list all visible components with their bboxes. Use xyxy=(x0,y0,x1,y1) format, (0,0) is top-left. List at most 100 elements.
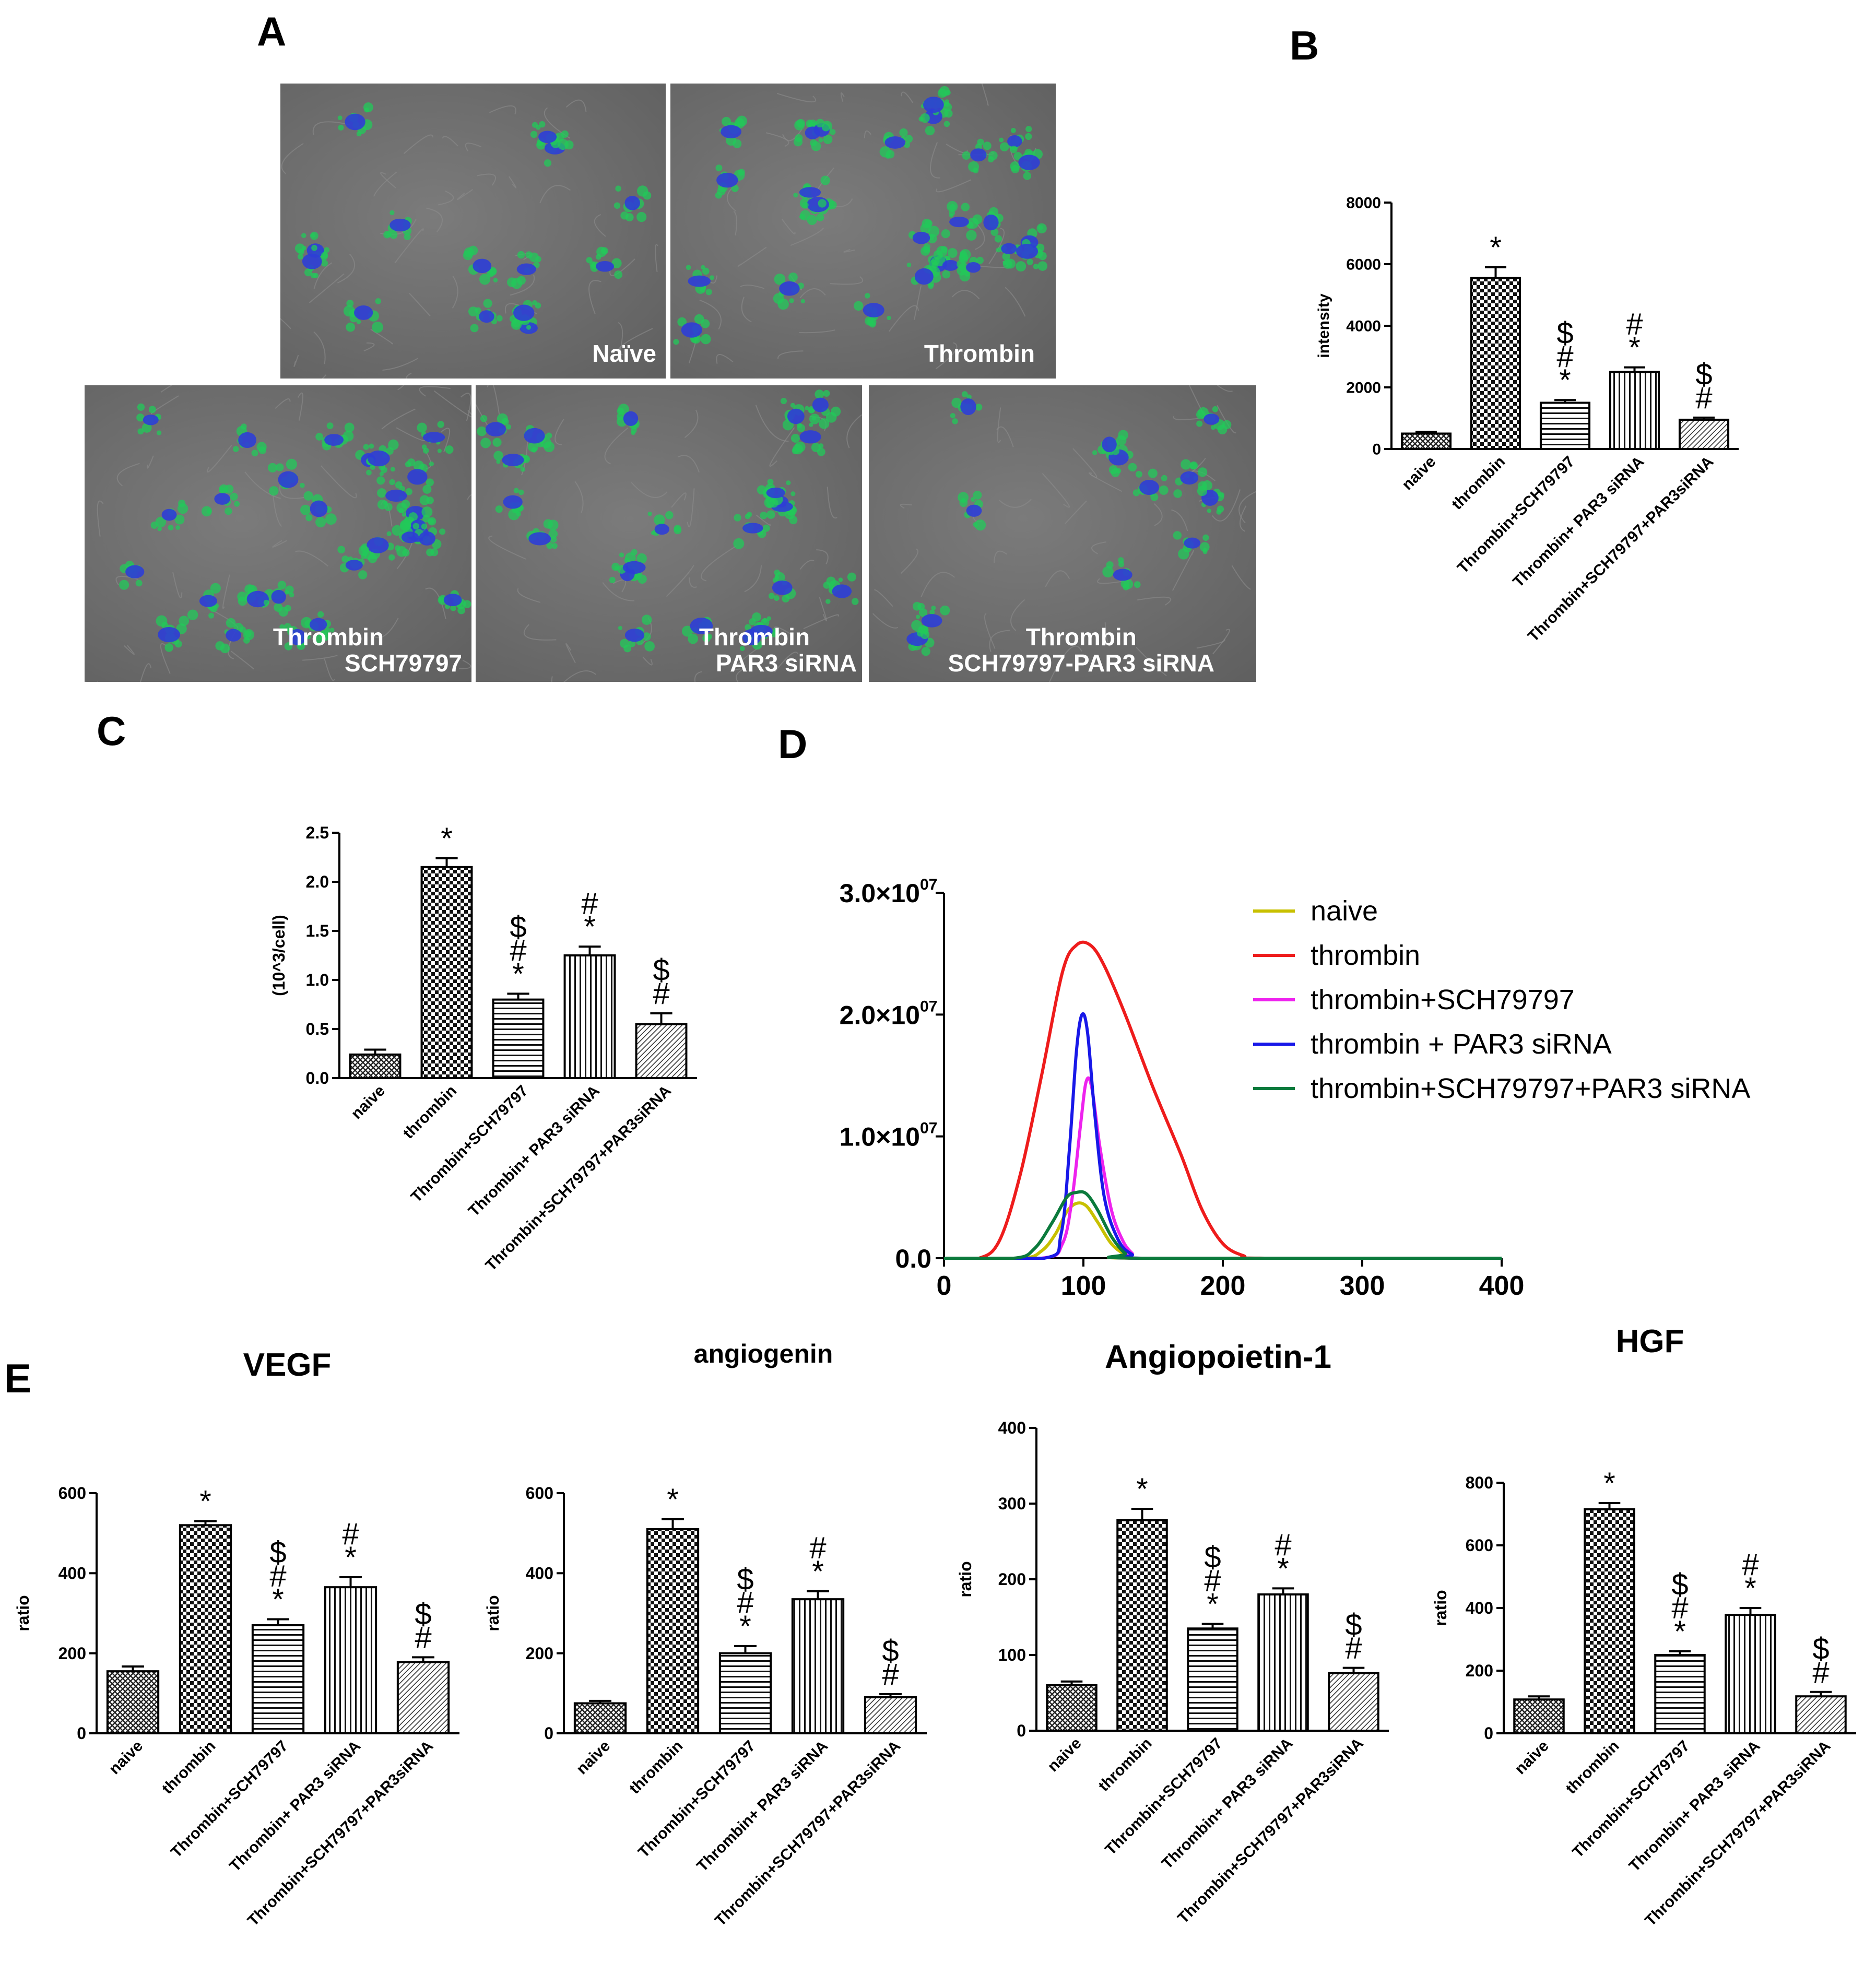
stain-dot xyxy=(321,259,328,267)
stain-dot xyxy=(439,528,446,535)
stain-dot xyxy=(1196,420,1203,427)
stain-dot xyxy=(818,199,827,208)
cell xyxy=(941,200,979,241)
stain-dot xyxy=(800,299,805,304)
stain-dot xyxy=(326,422,334,429)
nucleus xyxy=(942,259,959,271)
process-line xyxy=(588,280,601,314)
stain-dot xyxy=(187,609,198,620)
cell xyxy=(617,549,647,581)
process-line xyxy=(1072,448,1098,478)
stain-dot xyxy=(1010,127,1016,133)
cell xyxy=(343,298,383,333)
nucleus xyxy=(503,495,523,509)
category-label: Thrombin+SCH79797 xyxy=(1102,1735,1225,1859)
nucleus xyxy=(324,434,344,446)
nucleus xyxy=(1139,479,1159,495)
stain-dot xyxy=(136,413,145,422)
process-line xyxy=(363,342,375,352)
process-line xyxy=(671,492,687,508)
stain-dot xyxy=(681,625,693,637)
process-line xyxy=(997,407,1001,443)
stain-dot xyxy=(258,446,266,454)
stain-dot xyxy=(390,210,395,216)
stain-dot xyxy=(1197,486,1208,496)
significance-mark: # xyxy=(1742,1548,1759,1582)
nucleus xyxy=(278,471,299,488)
stain-dot xyxy=(747,512,752,517)
process-line xyxy=(699,299,722,330)
stain-dot xyxy=(269,486,279,496)
cell xyxy=(719,115,747,148)
process-line xyxy=(293,354,299,367)
nucleus xyxy=(623,411,639,426)
stain-dot xyxy=(1016,261,1027,272)
stain-dot xyxy=(285,585,294,595)
nucleus xyxy=(805,126,820,139)
stain-dot xyxy=(1150,493,1159,501)
stain-dot xyxy=(495,505,503,513)
cell-texture xyxy=(872,385,1256,682)
stain-dot xyxy=(1102,566,1114,578)
stain-dot xyxy=(513,488,519,493)
stain-dot xyxy=(238,596,247,606)
y-tick-label: 400 xyxy=(526,1564,553,1583)
cell xyxy=(463,245,498,285)
process-line xyxy=(799,288,826,299)
stain-dot xyxy=(905,135,913,143)
stain-dot xyxy=(851,598,859,605)
stain-dot xyxy=(826,576,836,586)
nucleus xyxy=(524,428,545,444)
stain-dot xyxy=(921,647,930,656)
cell xyxy=(686,265,715,295)
stain-dot xyxy=(263,599,269,606)
y-tick-label: 600 xyxy=(526,1484,553,1503)
process-line xyxy=(830,276,864,285)
cell xyxy=(793,175,830,208)
nucleus xyxy=(1007,135,1022,148)
process-line xyxy=(272,540,288,548)
nucleus xyxy=(1016,244,1039,259)
stain-dot xyxy=(974,519,986,531)
bar xyxy=(1725,1614,1776,1734)
stain-dot xyxy=(375,298,381,304)
stain-dot xyxy=(611,258,622,268)
bar xyxy=(420,866,473,1080)
process-line xyxy=(409,292,431,317)
process-line xyxy=(426,207,443,233)
nucleus xyxy=(716,172,738,188)
process-line xyxy=(433,390,471,418)
nucleus xyxy=(226,629,241,642)
stain-dot xyxy=(773,595,780,601)
stain-dot xyxy=(903,141,910,148)
cell xyxy=(1132,468,1169,501)
bar xyxy=(106,1670,160,1735)
stain-dot xyxy=(208,612,215,619)
stain-dot xyxy=(320,631,328,639)
stain-dot xyxy=(999,142,1009,151)
significance-mark: * xyxy=(667,1483,679,1517)
stain-dot xyxy=(820,175,830,185)
cell xyxy=(613,185,652,222)
stain-dot xyxy=(526,325,532,330)
cell xyxy=(906,257,941,289)
cell xyxy=(616,404,640,435)
nucleus xyxy=(513,304,535,321)
stain-dot xyxy=(609,576,616,583)
process-line xyxy=(736,669,744,682)
category-label: Thrombin+SCH79797 xyxy=(1569,1737,1693,1861)
stain-dot xyxy=(532,122,538,128)
stain-dot xyxy=(1181,459,1191,470)
stain-dot xyxy=(1189,461,1198,470)
series-line xyxy=(943,1190,1502,1260)
stain-dot xyxy=(912,601,922,611)
stain-dot xyxy=(267,463,278,473)
stain-dot xyxy=(1212,406,1219,412)
stain-dot xyxy=(486,270,494,278)
process-line xyxy=(477,173,497,186)
process-line xyxy=(993,550,1008,563)
stain-dot xyxy=(794,120,805,131)
cell-texture xyxy=(280,99,658,379)
cell xyxy=(715,164,745,199)
